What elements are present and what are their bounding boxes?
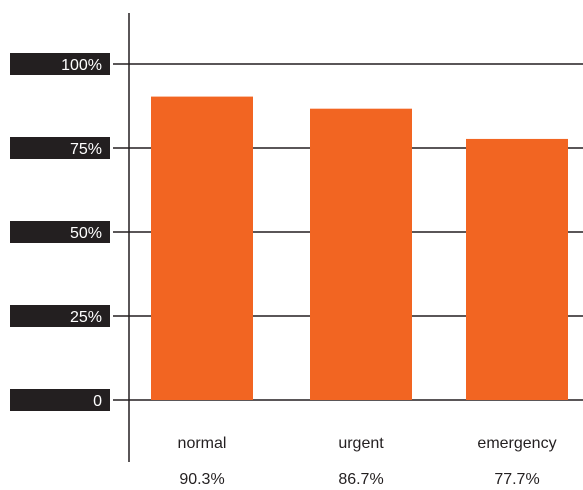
bar-normal xyxy=(151,96,253,400)
value-label: 86.7% xyxy=(338,471,383,488)
y-tick-box xyxy=(10,305,110,327)
y-tick-box xyxy=(10,221,110,243)
category-labels: normal 90.3% urgent 86.7% emergency 77.7% xyxy=(178,435,557,488)
y-tick-box xyxy=(10,53,110,75)
y-tick-label: 100% xyxy=(61,57,102,74)
value-label: 90.3% xyxy=(179,471,224,488)
category-label: normal xyxy=(178,435,227,452)
y-tick-box xyxy=(10,389,110,411)
value-label: 77.7% xyxy=(494,471,539,488)
category-label: emergency xyxy=(477,435,556,452)
bar-urgent xyxy=(310,108,412,401)
bars xyxy=(151,96,568,401)
y-tick-label: 0 xyxy=(93,393,102,410)
y-tick-label: 75% xyxy=(70,141,102,158)
y-tick-labels: 0 25% 50% 75% 100% xyxy=(10,53,110,411)
y-tick-label: 25% xyxy=(70,309,102,326)
y-tick-box xyxy=(10,137,110,159)
category-label: urgent xyxy=(338,435,384,452)
y-tick-label: 50% xyxy=(70,225,102,242)
bar-emergency xyxy=(466,138,568,401)
